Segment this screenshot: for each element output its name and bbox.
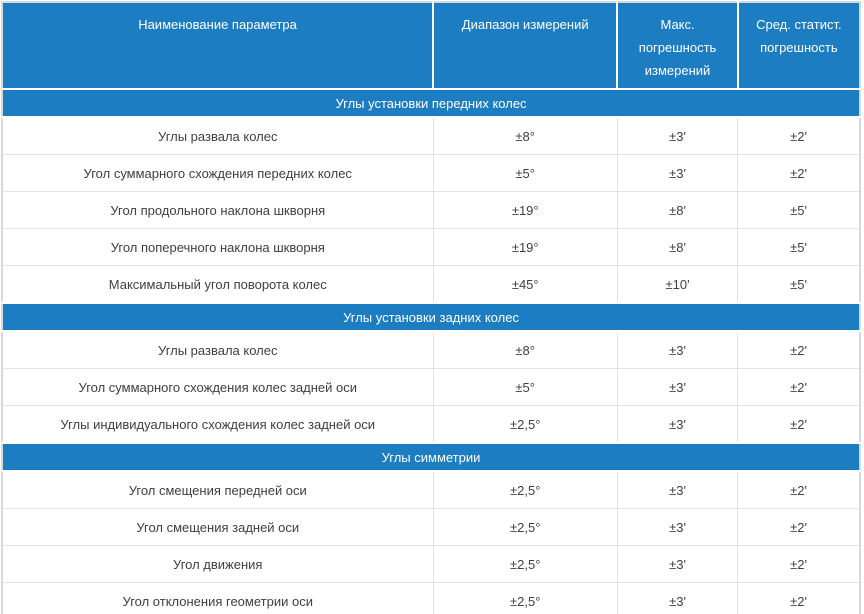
section-header-row: Углы симметрии xyxy=(2,442,860,473)
stat-error-cell: ±2' xyxy=(737,471,860,510)
stat-error-cell: ±2' xyxy=(737,545,860,584)
stat-error-cell: ±2' xyxy=(737,368,860,407)
stat-error-cell: ±5' xyxy=(737,265,860,304)
column-header-parameter-name: Наименование параметра xyxy=(2,2,434,91)
measurement-range-cell: ±2,5° xyxy=(433,471,618,510)
stat-error-cell: ±2' xyxy=(737,508,860,547)
section-title: Углы симметрии xyxy=(2,442,860,473)
parameter-name-cell: Угол движения xyxy=(2,545,434,584)
parameter-name-cell: Угол смещения задней оси xyxy=(2,508,434,547)
column-header-measurement-range: Диапазон измерений xyxy=(433,2,619,91)
measurement-range-cell: ±2,5° xyxy=(433,508,618,547)
stat-error-cell: ±5' xyxy=(737,191,860,230)
parameter-name-cell: Угол суммарного схождения колес задней о… xyxy=(2,368,434,407)
parameter-name-cell: Угол продольного наклона шкворня xyxy=(2,191,434,230)
table-row: Угол движения ±2,5° ±3' ±2' xyxy=(2,545,860,584)
max-error-cell: ±10' xyxy=(617,265,739,304)
parameter-name-cell: Угол суммарного схождения передних колес xyxy=(2,154,434,193)
max-error-cell: ±3' xyxy=(617,471,739,510)
max-error-cell: ±3' xyxy=(617,405,739,444)
table-row: Угол суммарного схождения передних колес… xyxy=(2,154,860,193)
table-header-row: Наименование параметра Диапазон измерени… xyxy=(2,2,860,91)
stat-error-cell: ±2' xyxy=(737,117,860,156)
column-header-max-error: Макс. погрешность измерений xyxy=(617,2,739,91)
measurement-range-cell: ±19° xyxy=(433,228,618,267)
table-row: Угол смещения задней оси ±2,5° ±3' ±2' xyxy=(2,508,860,547)
parameter-name-cell: Углы развала колес xyxy=(2,331,434,370)
max-error-cell: ±3' xyxy=(617,508,739,547)
table-row: Угол отклонения геометрии оси ±2,5° ±3' … xyxy=(2,582,860,614)
stat-error-cell: ±5' xyxy=(737,228,860,267)
max-error-cell: ±3' xyxy=(617,545,739,584)
measurement-range-cell: ±8° xyxy=(433,117,618,156)
section-title: Углы установки задних колес xyxy=(2,302,860,333)
measurement-range-cell: ±19° xyxy=(433,191,618,230)
table-row: Угол суммарного схождения колес задней о… xyxy=(2,368,860,407)
table-row: Угол поперечного наклона шкворня ±19° ±8… xyxy=(2,228,860,267)
parameter-name-cell: Углы развала колес xyxy=(2,117,434,156)
section-header-row: Углы установки задних колес xyxy=(2,302,860,333)
measurement-range-cell: ±2,5° xyxy=(433,545,618,584)
table-row: Максимальный угол поворота колес ±45° ±1… xyxy=(2,265,860,304)
table-row: Углы развала колес ±8° ±3' ±2' xyxy=(2,331,860,370)
max-error-cell: ±3' xyxy=(617,368,739,407)
column-header-stat-error: Сред. статист. погрешность xyxy=(737,2,860,91)
table-body: Углы установки передних колес Углы разва… xyxy=(2,88,860,614)
stat-error-cell: ±2' xyxy=(737,331,860,370)
measurement-range-cell: ±45° xyxy=(433,265,618,304)
table-row: Угол продольного наклона шкворня ±19° ±8… xyxy=(2,191,860,230)
measurement-range-cell: ±5° xyxy=(433,154,618,193)
section-title: Углы установки передних колес xyxy=(2,88,860,119)
max-error-cell: ±8' xyxy=(617,228,739,267)
table-row: Углы индивидуального схождения колес зад… xyxy=(2,405,860,444)
parameter-name-cell: Угол смещения передней оси xyxy=(2,471,434,510)
max-error-cell: ±3' xyxy=(617,117,739,156)
parameter-name-cell: Угол поперечного наклона шкворня xyxy=(2,228,434,267)
max-error-cell: ±3' xyxy=(617,331,739,370)
table-row: Углы развала колес ±8° ±3' ±2' xyxy=(2,117,860,156)
section-header-row: Углы установки передних колес xyxy=(2,88,860,119)
parameter-name-cell: Угол отклонения геометрии оси xyxy=(2,582,434,614)
stat-error-cell: ±2' xyxy=(737,405,860,444)
measurement-range-cell: ±2,5° xyxy=(433,582,618,614)
measurement-range-cell: ±8° xyxy=(433,331,618,370)
measurement-range-cell: ±2,5° xyxy=(433,405,618,444)
parameter-name-cell: Максимальный угол поворота колес xyxy=(2,265,434,304)
table-row: Угол смещения передней оси ±2,5° ±3' ±2' xyxy=(2,471,860,510)
measurement-range-cell: ±5° xyxy=(433,368,618,407)
max-error-cell: ±8' xyxy=(617,191,739,230)
stat-error-cell: ±2' xyxy=(737,154,860,193)
stat-error-cell: ±2' xyxy=(737,582,860,614)
max-error-cell: ±3' xyxy=(617,582,739,614)
max-error-cell: ±3' xyxy=(617,154,739,193)
parameter-name-cell: Углы индивидуального схождения колес зад… xyxy=(2,405,434,444)
